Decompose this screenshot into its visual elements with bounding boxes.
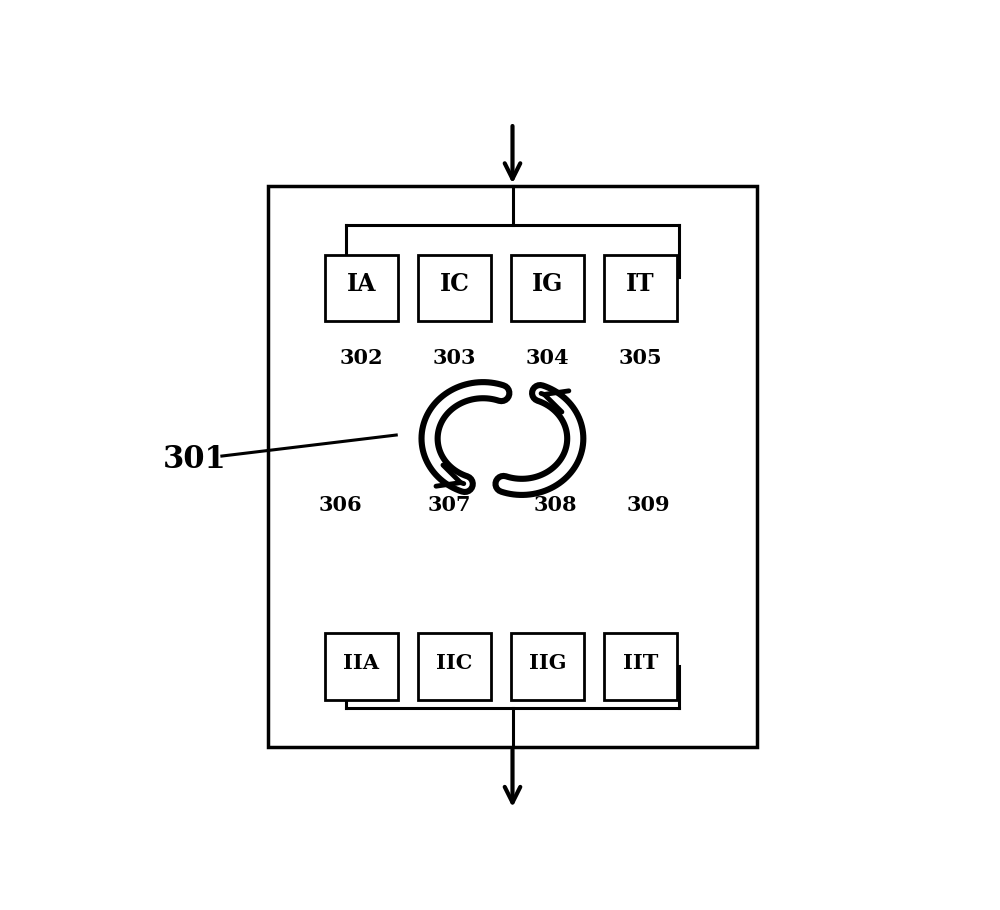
- Text: IG: IG: [532, 272, 563, 297]
- Bar: [511, 633, 584, 700]
- Text: IC: IC: [439, 272, 469, 297]
- Bar: [511, 255, 584, 321]
- Bar: [268, 187, 757, 747]
- Bar: [418, 633, 491, 700]
- Text: 309: 309: [626, 495, 670, 515]
- Text: 301: 301: [163, 444, 227, 475]
- Text: IA: IA: [347, 272, 376, 297]
- Bar: [325, 633, 398, 700]
- Text: IT: IT: [626, 272, 655, 297]
- Bar: [604, 633, 677, 700]
- Text: IIA: IIA: [343, 652, 379, 672]
- Text: 302: 302: [340, 348, 383, 368]
- Bar: [604, 255, 677, 321]
- Text: 307: 307: [427, 495, 471, 515]
- Text: 303: 303: [433, 348, 476, 368]
- Text: 306: 306: [319, 495, 362, 515]
- Text: 308: 308: [533, 495, 577, 515]
- Text: 305: 305: [619, 348, 662, 368]
- Text: IIT: IIT: [623, 652, 658, 672]
- Text: IIC: IIC: [436, 652, 473, 672]
- Text: IIG: IIG: [529, 652, 566, 672]
- Text: 304: 304: [526, 348, 569, 368]
- Bar: [325, 255, 398, 321]
- Bar: [418, 255, 491, 321]
